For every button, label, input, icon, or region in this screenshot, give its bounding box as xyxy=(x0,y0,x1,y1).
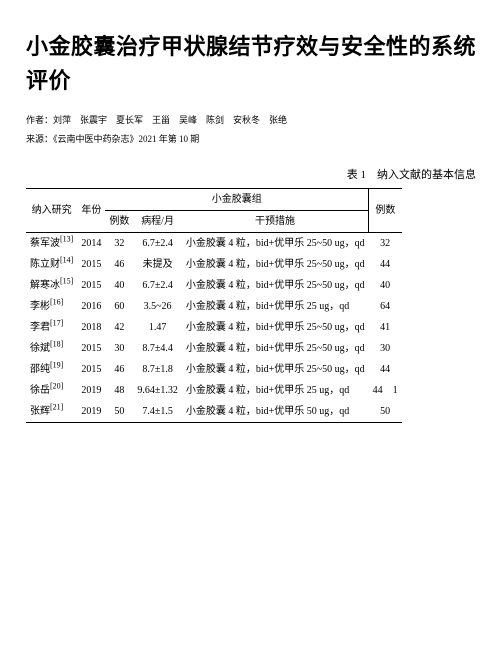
cell-author: 邵纯[19] xyxy=(26,359,77,380)
cell-author: 徐岳[20] xyxy=(26,380,77,401)
cell-intervention: 小金胶囊 4 粒，bid+优甲乐 25~50 ug，qd xyxy=(182,338,369,359)
cell-n1: 46 xyxy=(105,359,133,380)
cell-n1: 40 xyxy=(105,275,133,296)
cell-year: 2015 xyxy=(77,359,105,380)
table-wrapper: 纳入研究 年份 小金胶囊组 例数 例数 病程/月 干预措施 蔡军波[13]201… xyxy=(26,188,476,423)
cell-n2: 44 1 xyxy=(369,380,402,401)
cell-year: 2019 xyxy=(77,380,105,401)
cell-author: 徐斌[18] xyxy=(26,338,77,359)
cell-duration: 6.7±2.4 xyxy=(133,275,182,296)
cell-duration: 未提及 xyxy=(133,254,182,275)
cell-duration: 1.47 xyxy=(133,317,182,338)
cell-year: 2016 xyxy=(77,296,105,317)
cell-intervention: 小金胶囊 4 粒，bid+优甲乐 25 ug，qd xyxy=(182,380,369,401)
cell-n2: 44 xyxy=(369,359,402,380)
cell-intervention: 小金胶囊 4 粒，bid+优甲乐 25~50 ug，qd xyxy=(182,359,369,380)
cell-author: 张辉[21] xyxy=(26,401,77,423)
cell-n1: 46 xyxy=(105,254,133,275)
cell-intervention: 小金胶囊 4 粒，bid+优甲乐 25 ug，qd xyxy=(182,296,369,317)
cell-year: 2019 xyxy=(77,401,105,423)
authors-line: 作者：刘萍 张震宇 夏长军 王甾 吴峰 陈剑 安秋冬 张绝 xyxy=(26,112,476,129)
cell-author: 蔡军波[13] xyxy=(26,233,77,255)
cell-duration: 9.64±1.32 xyxy=(133,380,182,401)
cell-n2: 30 xyxy=(369,338,402,359)
table-caption: 表 1 纳入文献的基本信息 xyxy=(26,166,476,182)
table-row: 邵纯[19]2015468.7±1.8小金胶囊 4 粒，bid+优甲乐 25~5… xyxy=(26,359,402,380)
col-study: 纳入研究 xyxy=(26,189,77,233)
table-row: 蔡军波[13]2014326.7±2.4小金胶囊 4 粒，bid+优甲乐 25~… xyxy=(26,233,402,255)
table-row: 李彬[16]2016603.5~26小金胶囊 4 粒，bid+优甲乐 25 ug… xyxy=(26,296,402,317)
table-row: 陈立财[14]201546未提及小金胶囊 4 粒，bid+优甲乐 25~50 u… xyxy=(26,254,402,275)
table-row: 李君[17]2018421.47小金胶囊 4 粒，bid+优甲乐 25~50 u… xyxy=(26,317,402,338)
cell-n2: 50 xyxy=(369,401,402,423)
cell-author: 解寒冰[15] xyxy=(26,275,77,296)
cell-year: 2018 xyxy=(77,317,105,338)
cell-duration: 6.7±2.4 xyxy=(133,233,182,255)
cell-n2: 40 xyxy=(369,275,402,296)
cell-n2: 32 xyxy=(369,233,402,255)
cell-intervention: 小金胶囊 4 粒，bid+优甲乐 25~50 ug，qd xyxy=(182,275,369,296)
cell-year: 2015 xyxy=(77,254,105,275)
cell-n1: 50 xyxy=(105,401,133,423)
cell-n1: 60 xyxy=(105,296,133,317)
cell-n1: 30 xyxy=(105,338,133,359)
col-year: 年份 xyxy=(77,189,105,233)
literature-table: 纳入研究 年份 小金胶囊组 例数 例数 病程/月 干预措施 蔡军波[13]201… xyxy=(26,188,402,423)
cell-intervention: 小金胶囊 4 粒，bid+优甲乐 25~50 ug，qd xyxy=(182,317,369,338)
cell-author: 陈立财[14] xyxy=(26,254,77,275)
cell-author: 李君[17] xyxy=(26,317,77,338)
table-row: 徐岳[20]2019489.64±1.32小金胶囊 4 粒，bid+优甲乐 25… xyxy=(26,380,402,401)
cell-duration: 8.7±1.8 xyxy=(133,359,182,380)
cell-n2: 41 xyxy=(369,317,402,338)
col-duration: 病程/月 xyxy=(133,211,182,233)
col-n2: 例数 xyxy=(369,189,402,233)
cell-n1: 48 xyxy=(105,380,133,401)
col-intervention: 干预措施 xyxy=(182,211,369,233)
cell-year: 2015 xyxy=(77,338,105,359)
cell-intervention: 小金胶囊 4 粒，bid+优甲乐 25~50 ug，qd xyxy=(182,254,369,275)
col-n1: 例数 xyxy=(105,211,133,233)
cell-year: 2015 xyxy=(77,275,105,296)
cell-duration: 8.7±4.4 xyxy=(133,338,182,359)
table-row: 张辉[21]2019507.4±1.5小金胶囊 4 粒，bid+优甲乐 50 u… xyxy=(26,401,402,423)
cell-n2: 44 xyxy=(369,254,402,275)
source-line: 来源：《云南中医中药杂志》2021 年第 10 期 xyxy=(26,131,476,148)
col-group-xj: 小金胶囊组 xyxy=(105,189,368,211)
table-body: 蔡军波[13]2014326.7±2.4小金胶囊 4 粒，bid+优甲乐 25~… xyxy=(26,233,402,423)
table-row: 徐斌[18]2015308.7±4.4小金胶囊 4 粒，bid+优甲乐 25~5… xyxy=(26,338,402,359)
cell-n2: 64 xyxy=(369,296,402,317)
cell-duration: 3.5~26 xyxy=(133,296,182,317)
cell-intervention: 小金胶囊 4 粒，bid+优甲乐 25~50 ug，qd xyxy=(182,233,369,255)
cell-n1: 42 xyxy=(105,317,133,338)
page-title: 小金胶囊治疗甲状腺结节疗效与安全性的系统评价 xyxy=(26,30,476,98)
cell-intervention: 小金胶囊 4 粒，bid+优甲乐 50 ug，qd xyxy=(182,401,369,423)
cell-year: 2014 xyxy=(77,233,105,255)
cell-author: 李彬[16] xyxy=(26,296,77,317)
cell-duration: 7.4±1.5 xyxy=(133,401,182,423)
table-row: 解寒冰[15]2015406.7±2.4小金胶囊 4 粒，bid+优甲乐 25~… xyxy=(26,275,402,296)
cell-n1: 32 xyxy=(105,233,133,255)
